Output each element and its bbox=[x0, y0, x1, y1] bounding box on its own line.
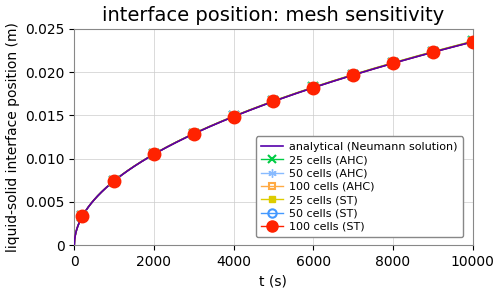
Legend: analytical (Neumann solution), 25 cells (AHC), 50 cells (AHC), 100 cells (AHC), : analytical (Neumann solution), 25 cells … bbox=[256, 136, 463, 238]
Y-axis label: liquid-solid interface position (m): liquid-solid interface position (m) bbox=[6, 22, 20, 252]
X-axis label: t (s): t (s) bbox=[260, 274, 287, 288]
Title: interface position: mesh sensitivity: interface position: mesh sensitivity bbox=[102, 6, 444, 25]
